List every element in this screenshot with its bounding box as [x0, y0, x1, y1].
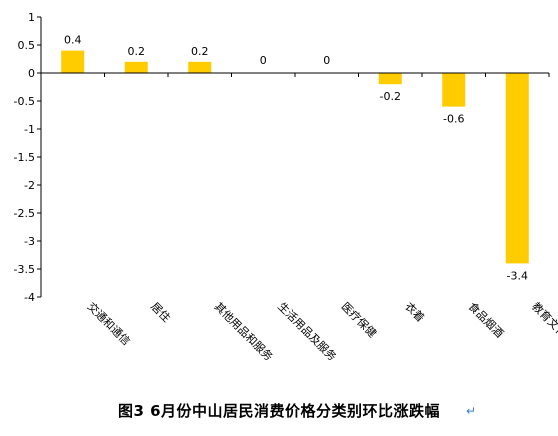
data-label: 0.4	[64, 34, 82, 47]
y-tick-label: -1.5	[14, 151, 35, 164]
y-tick-label: -3.5	[14, 263, 35, 276]
y-axis: 1 0.5 0 -0.5 -1 -1.5 -2 -2.5 -3 -3.5 -4	[14, 11, 42, 304]
x-category-label: 交通和通信	[85, 299, 134, 348]
y-tick-label: -3	[24, 235, 35, 248]
x-category-label: 其他用品和服务	[212, 300, 276, 364]
bars	[61, 50, 529, 264]
x-category-label: 教育文化和娱乐	[529, 299, 558, 363]
x-category-label: 居住	[148, 299, 173, 324]
bar	[378, 73, 402, 85]
x-category-label: 食品烟酒	[466, 299, 507, 340]
chart-title: 图3 6月份中山居民消费价格分类别环比涨跌幅	[117, 402, 441, 420]
data-label: -3.4	[507, 269, 528, 282]
y-tick-label: -4	[24, 291, 35, 304]
data-label: 0.2	[128, 45, 146, 58]
x-category-label: 生活用品及服务	[275, 299, 339, 363]
y-tick-label: 0	[28, 67, 35, 80]
data-label: -0.2	[380, 90, 401, 103]
y-tick-label: 1	[28, 11, 35, 24]
data-label: 0	[260, 54, 267, 67]
y-tick-label: -0.5	[14, 95, 35, 108]
x-category-label: 衣着	[402, 299, 427, 324]
data-labels: 0.4 0.2 0.2 0 0 -0.2 -0.6 -3.4	[64, 34, 528, 283]
bar	[505, 73, 529, 264]
bar	[188, 61, 212, 73]
y-tick-label: -1	[24, 123, 35, 136]
y-tick-label: -2	[24, 179, 35, 192]
y-tick-label: 0.5	[18, 39, 36, 52]
data-label: 0.2	[191, 45, 209, 58]
bar	[61, 50, 85, 73]
bar	[442, 73, 466, 107]
bar	[124, 61, 148, 73]
data-label: 0	[323, 54, 330, 67]
data-label: -0.6	[443, 113, 464, 126]
x-category-label: 医疗保健	[339, 299, 380, 340]
y-tick-label: -2.5	[14, 207, 35, 220]
x-axis: 交通和通信 居住 其他用品和服务 生活用品及服务 医疗保健 衣着 食品烟酒 教育文化和娱乐	[40, 72, 558, 364]
paragraph-mark: ↵	[466, 404, 477, 418]
